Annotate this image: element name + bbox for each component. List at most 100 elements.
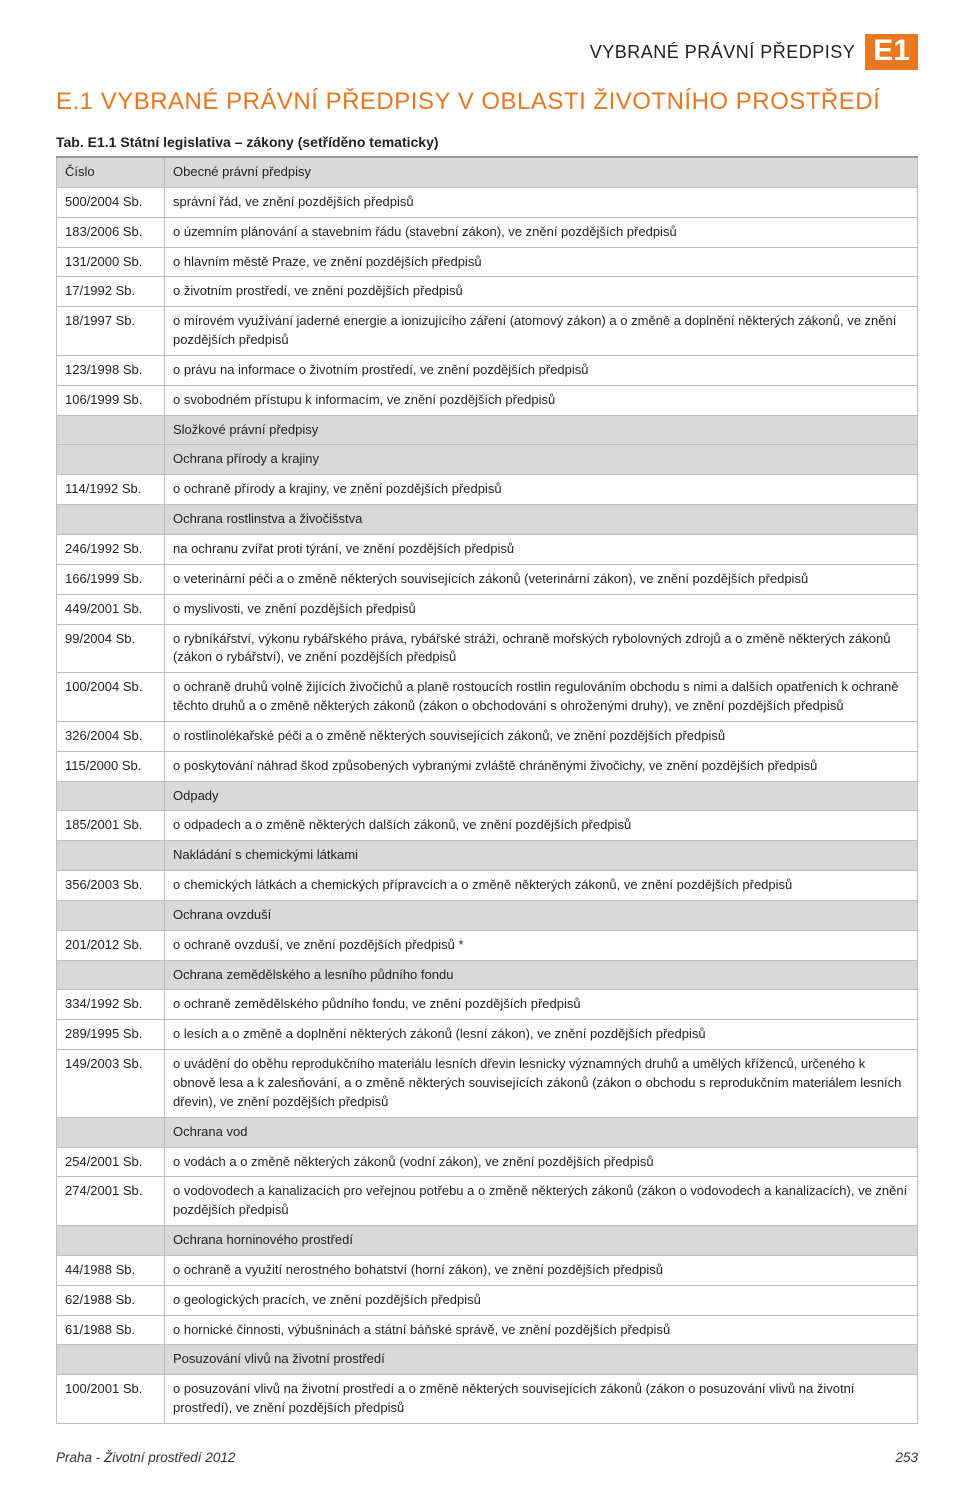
law-description: správní řád, ve znění pozdějších předpis… [165,187,918,217]
law-code: 201/2012 Sb. [57,930,165,960]
law-description: o ochraně a využití nerostného bohatství… [165,1255,918,1285]
section-label: Nakládání s chemickými látkami [165,841,918,871]
law-code: 356/2003 Sb. [57,871,165,901]
table-row: 44/1988 Sb.o ochraně a využití nerostnéh… [57,1255,918,1285]
table-row: 100/2004 Sb.o ochraně druhů volně žijící… [57,673,918,722]
law-description: o vodovodech a kanalizacích pro veřejnou… [165,1177,918,1226]
law-code: 99/2004 Sb. [57,624,165,673]
section-label: Ochrana ovzduší [165,900,918,930]
law-description: o ochraně druhů volně žijících živočichů… [165,673,918,722]
section-code-cell [57,415,165,445]
law-description: na ochranu zvířat proti týrání, ve znění… [165,534,918,564]
section-label: Ochrana rostlinstva a živočišstva [165,505,918,535]
table-row: 166/1999 Sb.o veterinární péči a o změně… [57,564,918,594]
law-description: o odpadech a o změně některých dalších z… [165,811,918,841]
law-description: o svobodném přístupu k informacím, ve zn… [165,385,918,415]
section-row: Posuzování vlivů na životní prostředí [57,1345,918,1375]
table-row: 131/2000 Sb.o hlavním městě Praze, ve zn… [57,247,918,277]
section-code-cell [57,900,165,930]
section-code-cell [57,445,165,475]
legislation-table: ČísloObecné právní předpisy500/2004 Sb.s… [56,156,918,1424]
law-code: 274/2001 Sb. [57,1177,165,1226]
page-footer: Praha - Životní prostředí 2012 253 [56,1450,918,1465]
header-desc: Obecné právní předpisy [165,157,918,187]
section-label: Složkové právní předpisy [165,415,918,445]
law-code: 17/1992 Sb. [57,277,165,307]
table-header-row: ČísloObecné právní předpisy [57,157,918,187]
law-description: o územním plánování a stavebním řádu (st… [165,217,918,247]
table-row: 100/2001 Sb.o posuzování vlivů na životn… [57,1375,918,1424]
section-code-cell [57,960,165,990]
law-code: 166/1999 Sb. [57,564,165,594]
section-label: Odpady [165,781,918,811]
table-caption: Tab. E1.1 Státní legislativa – zákony (s… [56,134,918,150]
law-description: o veterinární péči a o změně některých s… [165,564,918,594]
section-label: Ochrana přírody a krajiny [165,445,918,475]
table-row: 201/2012 Sb.o ochraně ovzduší, ve znění … [57,930,918,960]
law-code: 183/2006 Sb. [57,217,165,247]
table-row: 115/2000 Sb.o poskytování náhrad škod zp… [57,751,918,781]
section-code-cell [57,841,165,871]
section-code-cell [57,1226,165,1256]
law-code: 246/1992 Sb. [57,534,165,564]
law-code: 326/2004 Sb. [57,721,165,751]
page-number: 253 [895,1450,918,1465]
table-row: 17/1992 Sb.o životním prostředí, ve zněn… [57,277,918,307]
section-label: Posuzování vlivů na životní prostředí [165,1345,918,1375]
law-description: o geologických pracích, ve znění pozdějš… [165,1285,918,1315]
law-code: 62/1988 Sb. [57,1285,165,1315]
law-description: o vodách a o změně některých zákonů (vod… [165,1147,918,1177]
law-code: 115/2000 Sb. [57,751,165,781]
table-row: 18/1997 Sb.o mírovém využívání jaderné e… [57,307,918,356]
section-label: Ochrana zemědělského a lesního půdního f… [165,960,918,990]
table-row: 326/2004 Sb.o rostlinolékařské péči a o … [57,721,918,751]
law-code: 123/1998 Sb. [57,355,165,385]
law-code: 100/2001 Sb. [57,1375,165,1424]
law-description: o rybníkářství, výkonu rybářského práva,… [165,624,918,673]
law-description: o životním prostředí, ve znění pozdějšíc… [165,277,918,307]
table-row: 449/2001 Sb.o myslivosti, ve znění pozdě… [57,594,918,624]
table-row: 289/1995 Sb.o lesích a o změně a doplněn… [57,1020,918,1050]
law-code: 114/1992 Sb. [57,475,165,505]
table-row: 62/1988 Sb.o geologických pracích, ve zn… [57,1285,918,1315]
page: VYBRANÉ PRÁVNÍ PŘEDPISY E1 E.1 VYBRANÉ P… [0,0,960,1485]
table-row: 356/2003 Sb.o chemických látkách a chemi… [57,871,918,901]
section-row: Nakládání s chemickými látkami [57,841,918,871]
section-code-cell [57,781,165,811]
law-code: 149/2003 Sb. [57,1050,165,1118]
table-row: 114/1992 Sb.o ochraně přírody a krajiny,… [57,475,918,505]
table-row: 246/1992 Sb.na ochranu zvířat proti týrá… [57,534,918,564]
section-label: Ochrana horninového prostředí [165,1226,918,1256]
section-row: Ochrana rostlinstva a živočišstva [57,505,918,535]
law-code: 18/1997 Sb. [57,307,165,356]
section-code-cell [57,1345,165,1375]
law-code: 289/1995 Sb. [57,1020,165,1050]
law-code: 61/1988 Sb. [57,1315,165,1345]
law-code: 44/1988 Sb. [57,1255,165,1285]
table-row: 334/1992 Sb.o ochraně zemědělského půdní… [57,990,918,1020]
table-row: 274/2001 Sb.o vodovodech a kanalizacích … [57,1177,918,1226]
law-code: 500/2004 Sb. [57,187,165,217]
law-description: o ochraně přírody a krajiny, ve znění po… [165,475,918,505]
law-description: o mírovém využívání jaderné energie a io… [165,307,918,356]
law-code: 334/1992 Sb. [57,990,165,1020]
section-code-cell [57,505,165,535]
header-code: Číslo [57,157,165,187]
footer-left: Praha - Životní prostředí 2012 [56,1450,235,1465]
page-title: E.1 VYBRANÉ PRÁVNÍ PŘEDPISY V OBLASTI ŽI… [56,88,918,116]
section-row: Ochrana horninového prostředí [57,1226,918,1256]
table-row: 106/1999 Sb.o svobodném přístupu k infor… [57,385,918,415]
section-row: Ochrana zemědělského a lesního půdního f… [57,960,918,990]
law-code: 185/2001 Sb. [57,811,165,841]
top-header-label: VYBRANÉ PRÁVNÍ PŘEDPISY [590,42,856,63]
section-row: Odpady [57,781,918,811]
law-code: 100/2004 Sb. [57,673,165,722]
law-description: o lesích a o změně a doplnění některých … [165,1020,918,1050]
table-row: 185/2001 Sb.o odpadech a o změně některý… [57,811,918,841]
section-row: Složkové právní předpisy [57,415,918,445]
law-code: 106/1999 Sb. [57,385,165,415]
section-code-cell [57,1117,165,1147]
table-row: 500/2004 Sb.správní řád, ve znění pozděj… [57,187,918,217]
law-description: o hlavním městě Praze, ve znění pozdější… [165,247,918,277]
section-row: Ochrana přírody a krajiny [57,445,918,475]
